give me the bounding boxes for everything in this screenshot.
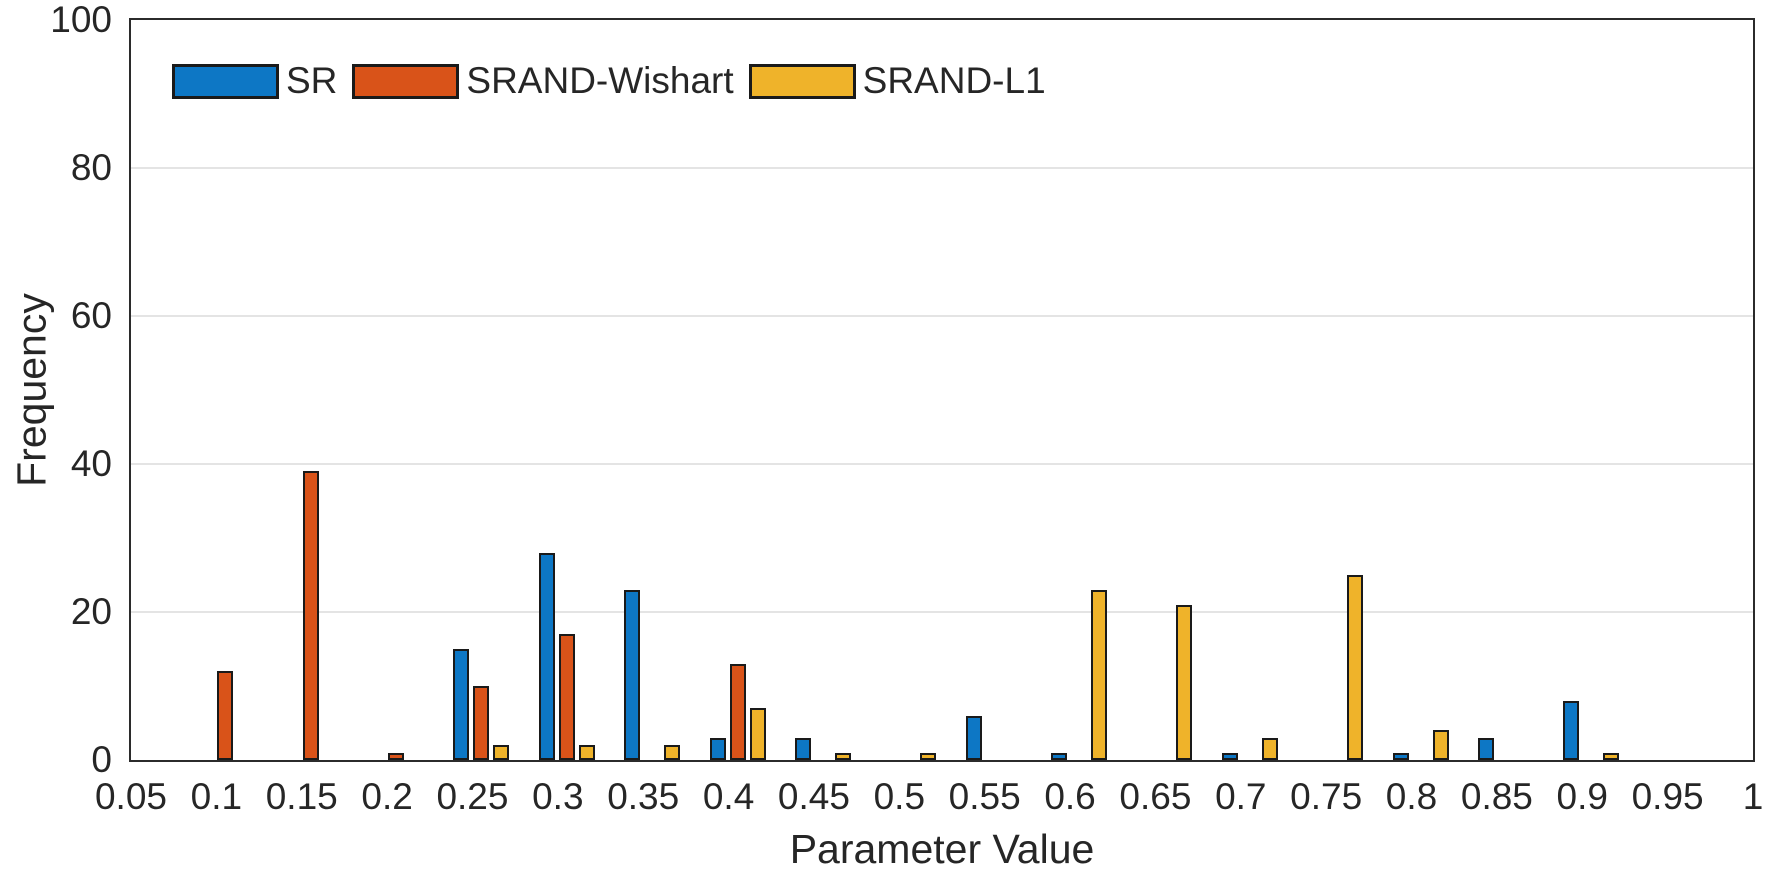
bar-SRAND-L1-0.75 <box>1347 575 1364 760</box>
legend-swatch-sr <box>172 63 279 99</box>
x-tick-label-0.5: 0.5 <box>873 776 926 817</box>
x-axis-title: Parameter Value <box>789 826 1095 872</box>
bar-SRAND-Wishart-0.2 <box>388 753 405 760</box>
x-tick-label-0.6: 0.6 <box>1044 776 1096 817</box>
x-tick-label-0.75: 0.75 <box>1290 776 1363 817</box>
bar-SR-0.3 <box>538 553 555 760</box>
bar-SRAND-L1-0.7 <box>1261 738 1278 760</box>
bar-SR-0.8 <box>1392 753 1409 760</box>
legend: SR SRAND-Wishart SRAND-L1 <box>172 61 1046 101</box>
legend-item-srand-wishart: SRAND-Wishart <box>352 60 734 101</box>
x-tick-label-0.15: 0.15 <box>265 776 338 817</box>
legend-item-srand-l1: SRAND-L1 <box>748 60 1046 101</box>
x-tick-label-0.35: 0.35 <box>607 776 680 817</box>
bar-SRAND-Wishart-0.25 <box>473 686 490 760</box>
legend-label-srand-l1: SRAND-L1 <box>862 60 1046 101</box>
x-tick-label-0.2: 0.2 <box>361 776 413 817</box>
bar-SR-0.55 <box>965 716 982 760</box>
bar-SRAND-Wishart-0.1 <box>217 671 234 760</box>
x-tick-label-0.4: 0.4 <box>702 776 755 817</box>
x-tick-label-0.65: 0.65 <box>1119 776 1192 817</box>
bar-SRAND-L1-0.35 <box>664 745 681 760</box>
x-tick-label-0.55: 0.55 <box>948 776 1021 817</box>
x-tick-label-0.05: 0.05 <box>94 776 167 817</box>
bar-SRAND-L1-0.3 <box>578 745 595 760</box>
x-tick-label-1: 1 <box>1742 776 1764 817</box>
legend-label-sr: SR <box>286 60 338 101</box>
y-tick-label-80: 80 <box>70 147 112 188</box>
bar-SR-0.35 <box>624 590 641 760</box>
bar-SRAND-L1-0.4 <box>749 708 766 760</box>
y-tick-label-0: 0 <box>91 739 112 780</box>
bar-SRAND-Wishart-0.15 <box>302 471 319 760</box>
bar-SR-0.85 <box>1477 738 1494 760</box>
bar-SRAND-L1-0.6 <box>1091 590 1108 760</box>
bar-SRAND-Wishart-0.3 <box>558 634 575 760</box>
legend-swatch-srand-wishart <box>352 63 460 99</box>
bar-SR-0.45 <box>794 738 811 760</box>
y-gridline-20 <box>131 611 1753 613</box>
bar-SR-0.25 <box>453 649 470 760</box>
x-tick-label-0.95: 0.95 <box>1631 776 1704 817</box>
y-tick-label-60: 60 <box>70 295 112 336</box>
y-tick-label-40: 40 <box>70 443 112 484</box>
plot-border <box>129 18 1755 762</box>
y-gridline-60 <box>131 315 1753 317</box>
y-tick-label-100: 100 <box>50 0 112 40</box>
legend-swatch-srand-l1 <box>748 63 856 99</box>
bar-SRAND-L1-0.5 <box>920 753 937 760</box>
x-tick-label-0.8: 0.8 <box>1385 776 1438 817</box>
bar-SR-0.9 <box>1563 701 1580 760</box>
bar-SR-0.4 <box>709 738 726 760</box>
y-gridline-80 <box>131 167 1753 169</box>
x-tick-label-0.45: 0.45 <box>777 776 850 817</box>
legend-label-srand-wishart: SRAND-Wishart <box>466 60 734 101</box>
x-tick-label-0.3: 0.3 <box>532 776 584 817</box>
x-tick-label-0.7: 0.7 <box>1215 776 1267 817</box>
bar-SR-0.6 <box>1051 753 1068 760</box>
y-tick-label-20: 20 <box>70 591 112 632</box>
bar-SRAND-L1-0.9 <box>1603 753 1620 760</box>
x-tick-label-0.9: 0.9 <box>1556 776 1608 817</box>
bar-SRAND-L1-0.45 <box>834 753 851 760</box>
bar-SRAND-L1-0.65 <box>1176 605 1193 760</box>
bar-SR-0.7 <box>1221 753 1238 760</box>
x-tick-label-0.25: 0.25 <box>436 776 509 817</box>
y-gridline-40 <box>131 463 1753 465</box>
x-tick-label-0.1: 0.1 <box>190 776 243 817</box>
bar-SRAND-L1-0.8 <box>1432 730 1449 760</box>
bar-SRAND-L1-0.25 <box>493 745 510 760</box>
bar-SRAND-Wishart-0.4 <box>729 664 746 760</box>
legend-item-sr: SR <box>172 61 337 101</box>
x-tick-label-0.85: 0.85 <box>1460 776 1533 817</box>
plot-area <box>131 20 1753 760</box>
